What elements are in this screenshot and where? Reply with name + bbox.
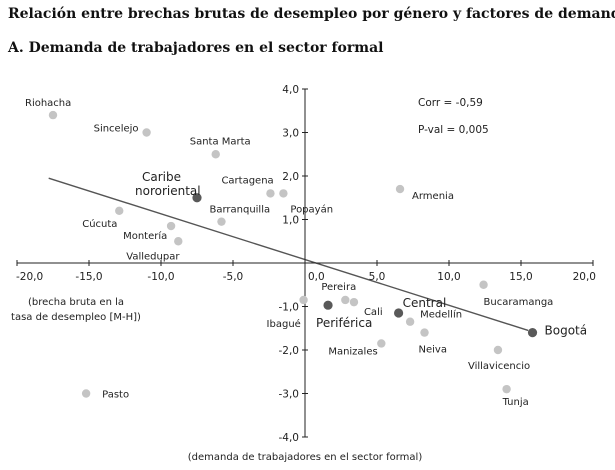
city-label: Villavicencio	[468, 361, 530, 372]
y-tick-label: -3,0	[279, 389, 300, 401]
y-tick-label: -1,0	[279, 302, 300, 314]
city-point	[395, 184, 405, 194]
city-point	[405, 317, 415, 326]
annotations-layer: Corr = -0,59 P-val = 0,005	[418, 97, 489, 136]
city-point	[479, 280, 488, 289]
city-label: Ibagué	[267, 318, 301, 330]
trendline	[48, 177, 529, 332]
city-label: Neiva	[419, 345, 447, 356]
y-axis-label-line2: tasa de desempleo [M-H])	[11, 312, 141, 323]
region-point	[394, 308, 404, 318]
x-tick-label: 15,0	[509, 271, 532, 283]
region-label: nororiental	[135, 184, 201, 198]
x-tick-label: 20,0	[573, 271, 596, 283]
city-label: Pereira	[321, 282, 356, 293]
region-point	[527, 328, 538, 338]
city-label: Santa Marta	[190, 136, 251, 147]
y-tick-label: 4,0	[282, 84, 299, 96]
city-point	[279, 189, 288, 198]
region-label: Central	[403, 296, 447, 310]
p-value-annotation: P-val = 0,005	[418, 124, 489, 136]
x-tick-label: 5,0	[369, 271, 386, 283]
city-point	[81, 389, 91, 398]
city-label: Bucaramanga	[484, 297, 554, 308]
y-tick-label: 1,0	[282, 215, 299, 227]
city-label: Cúcuta	[82, 218, 117, 230]
y-axis-label-line1: (brecha bruta en la	[28, 297, 124, 308]
city-label: Cartagena	[221, 175, 273, 186]
city-point	[211, 150, 220, 159]
city-point	[115, 206, 124, 215]
x-tick-label: -15,0	[75, 271, 102, 283]
city-point	[349, 297, 359, 307]
city-point	[142, 128, 151, 137]
y-tick-label: 3,0	[282, 128, 299, 140]
x-axis-label: (demanda de trabajadores en el sector fo…	[188, 452, 423, 463]
region-label: Bogotá	[545, 324, 588, 338]
panel-title: A. Demanda de trabajadores en el sector …	[8, 40, 384, 56]
city-label: Medellín	[420, 309, 462, 321]
city-label: Popayán	[290, 203, 333, 215]
region-label: Caribe	[142, 170, 181, 184]
city-point	[48, 110, 58, 120]
points-layer	[48, 110, 538, 398]
city-label: Barranquilla	[209, 205, 270, 216]
x-tick-label: 10,0	[437, 271, 460, 283]
region-point	[192, 193, 202, 203]
y-tick-label: -2,0	[279, 345, 300, 357]
region-point	[323, 300, 333, 310]
city-label: Riohacha	[25, 98, 71, 109]
city-point	[299, 295, 308, 305]
trendline-layer	[48, 177, 529, 332]
city-label: Pasto	[102, 390, 129, 401]
city-label: Tunja	[502, 397, 529, 408]
x-tick-label: -20,0	[16, 271, 43, 283]
correlation-annotation: Corr = -0,59	[418, 97, 483, 109]
labels-layer: Riohacha Sincelejo Santa Marta Cartagena Pop…	[25, 98, 587, 408]
axes-layer: -20,0 -15,0 -10,0 -5,0 0,0 5,0 10,0 15,0 20,0 4,0…	[11, 84, 596, 463]
city-point	[420, 328, 429, 337]
x-tick-label: 0,0	[308, 271, 325, 283]
city-label: Sincelejo	[94, 124, 139, 135]
city-point	[502, 384, 511, 394]
city-point	[341, 295, 350, 305]
city-point	[377, 339, 386, 348]
city-label: Montería	[123, 230, 167, 242]
city-point	[266, 189, 275, 198]
city-point	[493, 345, 503, 355]
x-tick-label: -10,0	[147, 271, 174, 283]
city-label: Manizales	[328, 346, 377, 357]
x-tick-label: -5,0	[223, 271, 244, 283]
city-label: Valledupar	[126, 251, 180, 262]
region-label: Periférica	[316, 316, 372, 330]
city-point	[166, 221, 176, 231]
chart-main-title: Relación entre brechas brutas de desempl…	[8, 6, 615, 22]
city-label: Armenia	[412, 191, 454, 202]
city-point	[174, 237, 183, 246]
city-label: Cali	[364, 307, 383, 318]
y-tick-label: -4,0	[279, 432, 300, 444]
city-point	[217, 217, 226, 226]
y-tick-label: 2,0	[282, 171, 299, 183]
